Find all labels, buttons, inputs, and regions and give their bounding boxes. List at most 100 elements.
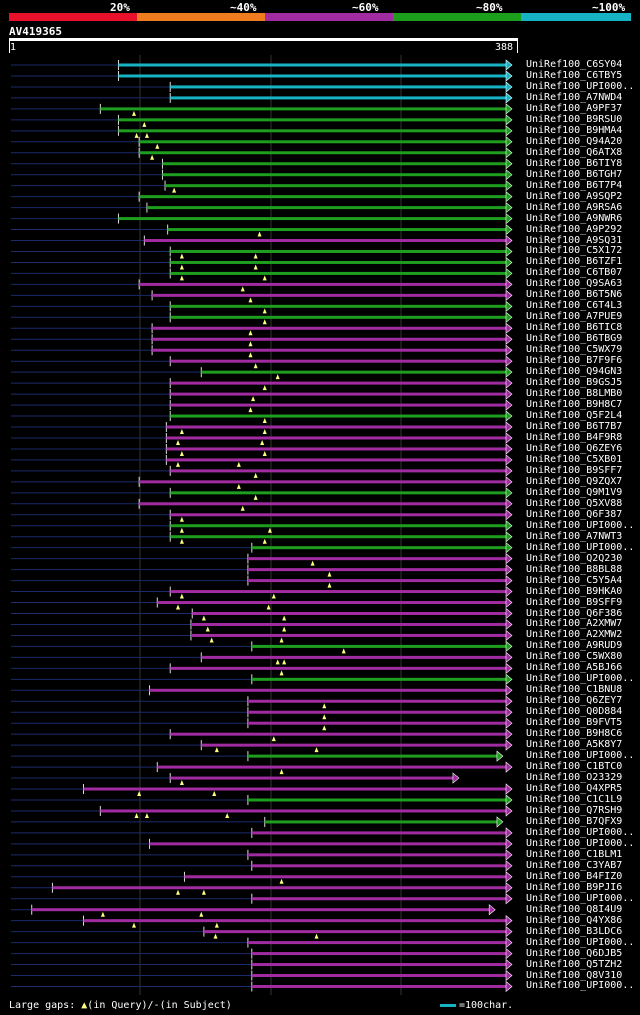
hit-label[interactable]: UniRef100_UPI000..: [526, 892, 635, 904]
hit-label[interactable]: UniRef100_Q94GN3: [526, 366, 623, 378]
hit-bar[interactable]: [166, 447, 509, 451]
hit-label[interactable]: UniRef100_UPI000..: [526, 750, 635, 762]
hit-bar[interactable]: [170, 85, 509, 89]
hit-label[interactable]: UniRef100_Q5F2L4: [526, 410, 623, 422]
hit-row[interactable]: [11, 212, 513, 225]
hit-label[interactable]: UniRef100_C1BTC0: [526, 761, 623, 773]
hit-bar[interactable]: [118, 217, 508, 221]
hit-bar[interactable]: [118, 74, 508, 78]
hit-row[interactable]: [11, 421, 513, 435]
hit-label[interactable]: UniRef100_A2XMW7: [526, 618, 623, 630]
hit-label[interactable]: UniRef100_C5WX79: [526, 344, 623, 356]
hit-label[interactable]: UniRef100_Q4YX86: [526, 914, 623, 926]
hit-bar[interactable]: [139, 282, 509, 286]
hit-bar[interactable]: [162, 173, 508, 177]
hit-bar[interactable]: [170, 392, 509, 396]
hit-row[interactable]: [11, 838, 513, 850]
hit-row[interactable]: [11, 640, 513, 654]
hit-row[interactable]: [11, 223, 513, 237]
hit-bar[interactable]: [118, 63, 508, 67]
hit-row[interactable]: [11, 476, 513, 489]
hit-label[interactable]: UniRef100_B4FIZ0: [526, 870, 623, 882]
hit-row[interactable]: [11, 169, 513, 181]
hit-label[interactable]: UniRef100_B6TZF1: [526, 256, 623, 268]
hit-label[interactable]: UniRef100_Q5TZH2: [526, 958, 623, 970]
hit-row[interactable]: [11, 234, 513, 247]
hit-label[interactable]: UniRef100_UPI000..: [526, 80, 635, 92]
hit-bar[interactable]: [251, 897, 508, 901]
hit-bar[interactable]: [192, 612, 509, 615]
hit-bar[interactable]: [201, 655, 509, 659]
hit-row[interactable]: [11, 509, 513, 522]
hit-bar[interactable]: [203, 930, 508, 934]
hit-bar[interactable]: [251, 644, 508, 648]
hit-label[interactable]: UniRef100_B3LDC6: [526, 925, 623, 937]
hit-bar[interactable]: [170, 271, 509, 275]
hit-bar[interactable]: [152, 293, 508, 297]
hit-row[interactable]: [11, 278, 513, 292]
hit-bar[interactable]: [170, 491, 509, 495]
hit-bar[interactable]: [170, 535, 509, 539]
hit-bar[interactable]: [170, 524, 509, 528]
hit-row[interactable]: [11, 300, 513, 314]
hit-row[interactable]: [11, 158, 513, 170]
hit-label[interactable]: UniRef100_Q6F386: [526, 607, 623, 619]
hit-row[interactable]: [11, 585, 513, 599]
hit-label[interactable]: UniRef100_Q6ZEY7: [526, 695, 623, 707]
hit-row[interactable]: [11, 399, 513, 413]
hit-row[interactable]: [11, 783, 513, 797]
hit-label[interactable]: UniRef100_B6TIY8: [526, 157, 623, 169]
hit-label[interactable]: UniRef100_B9SFF9: [526, 596, 623, 608]
hit-label[interactable]: UniRef100_A9RSA6: [526, 201, 623, 213]
hit-row[interactable]: [11, 267, 513, 281]
hit-bar[interactable]: [170, 469, 509, 473]
hit-bar[interactable]: [190, 622, 508, 626]
hit-bar[interactable]: [247, 721, 508, 725]
hit-bar[interactable]: [247, 798, 508, 802]
hit-bar[interactable]: [170, 260, 509, 264]
hit-label[interactable]: UniRef100_A9P292: [526, 223, 623, 235]
hit-bar[interactable]: [247, 579, 508, 583]
hit-label[interactable]: UniRef100_C5X172: [526, 245, 623, 257]
hit-row[interactable]: [11, 882, 513, 895]
hit-label[interactable]: UniRef100_B6T5N6: [526, 289, 623, 301]
hit-row[interactable]: [11, 805, 513, 818]
hit-bar[interactable]: [170, 666, 509, 670]
hit-row[interactable]: [11, 662, 513, 676]
hit-row[interactable]: [11, 816, 504, 828]
hit-label[interactable]: UniRef100_B8BL88: [526, 563, 623, 575]
hit-row[interactable]: [11, 936, 513, 949]
hit-label[interactable]: UniRef100_C6TBY5: [526, 69, 623, 81]
hit-row[interactable]: [11, 245, 513, 259]
hit-row[interactable]: [11, 311, 513, 325]
hit-bar[interactable]: [247, 941, 508, 945]
hit-label[interactable]: UniRef100_Q6ZEY6: [526, 442, 623, 454]
hit-label[interactable]: UniRef100_A9PF37: [526, 102, 623, 114]
hit-label[interactable]: UniRef100_UPI000..: [526, 837, 635, 849]
hit-label[interactable]: UniRef100_C6T4L3: [526, 300, 623, 312]
hit-row[interactable]: [11, 925, 513, 939]
hit-row[interactable]: [11, 498, 513, 511]
hit-label[interactable]: UniRef100_B6TGH7: [526, 168, 623, 180]
hit-bar[interactable]: [149, 842, 508, 846]
hit-bar[interactable]: [100, 809, 508, 813]
hit-label[interactable]: UniRef100_Q9ZQX7: [526, 475, 623, 487]
hit-label[interactable]: UniRef100_C6SY04: [526, 59, 623, 70]
hit-row[interactable]: [11, 728, 513, 742]
hit-label[interactable]: UniRef100_C3YAB7: [526, 859, 623, 871]
hit-label[interactable]: UniRef100_UPI000..: [526, 673, 635, 685]
hit-bar[interactable]: [170, 590, 509, 594]
hit-bar[interactable]: [139, 195, 509, 199]
hit-row[interactable]: [11, 695, 513, 709]
hit-bar[interactable]: [162, 162, 508, 166]
hit-label[interactable]: UniRef100_Q0D884: [526, 706, 623, 718]
hit-bar[interactable]: [184, 875, 508, 879]
hit-bar[interactable]: [157, 601, 509, 605]
hit-label[interactable]: UniRef100_B6T7P4: [526, 179, 623, 191]
hit-row[interactable]: [11, 289, 513, 303]
hit-label[interactable]: UniRef100_Q6ATX8: [526, 146, 623, 158]
hit-bar[interactable]: [247, 853, 508, 857]
hit-label[interactable]: UniRef100_UPI000..: [526, 936, 635, 948]
hit-bar[interactable]: [52, 886, 508, 890]
hit-bar[interactable]: [139, 151, 509, 155]
